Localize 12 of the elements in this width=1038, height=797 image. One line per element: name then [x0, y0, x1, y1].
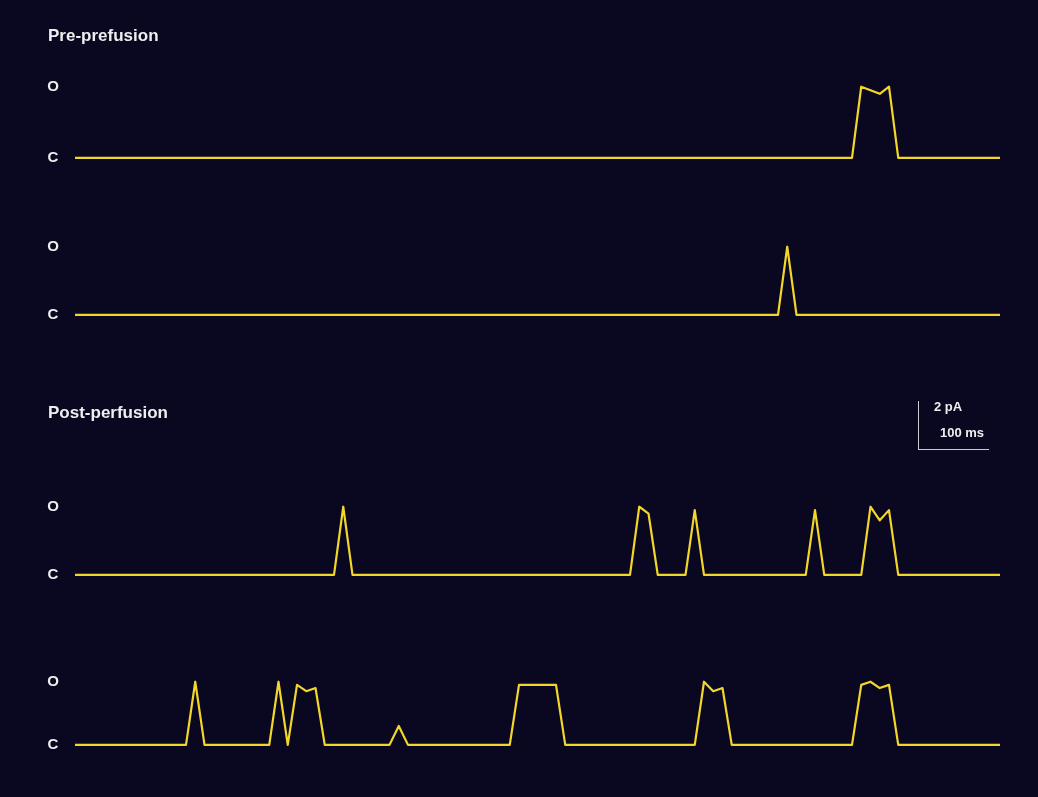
text: 100 ms [940, 425, 985, 440]
text: C [47, 565, 59, 583]
text: O [47, 76, 60, 94]
text: O [47, 496, 60, 514]
text: C [47, 735, 59, 753]
chart-title: Post-perfusion [48, 403, 168, 423]
text: 2 pA [934, 399, 963, 414]
chart-title: Pre-prefusion [48, 26, 159, 46]
text: C [47, 148, 59, 166]
text: O [47, 236, 60, 254]
text: O [47, 671, 60, 689]
text: C [47, 305, 59, 323]
